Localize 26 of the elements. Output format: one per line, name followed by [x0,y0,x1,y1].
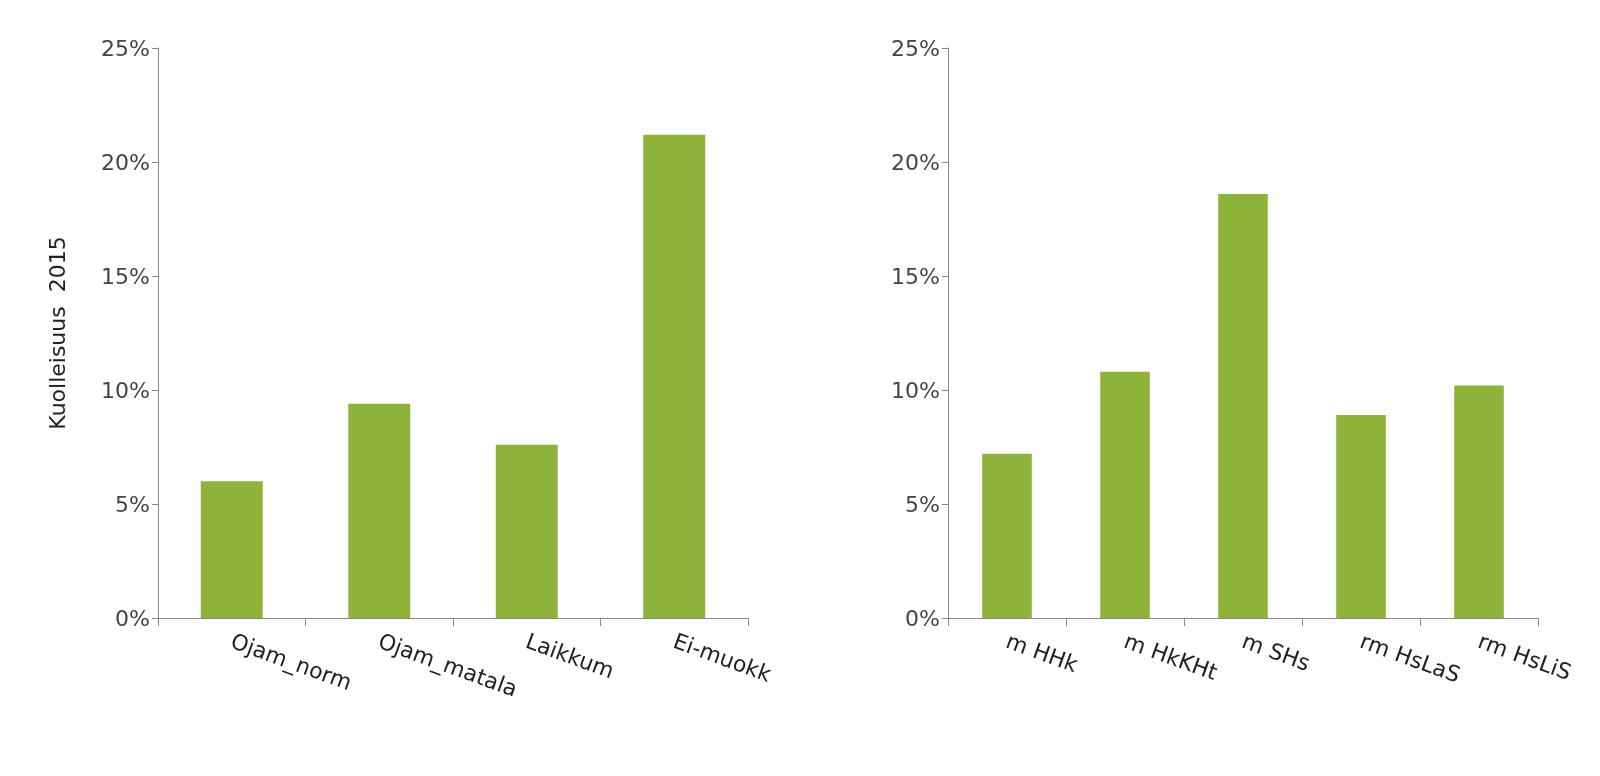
x-tick-label: rm HsLiS [1474,628,1575,686]
y-tick-label: 20% [891,149,940,175]
y-axis-title: Kuolleisuus 2015 [44,236,70,430]
y-tick-label: 10% [101,377,150,403]
bar [1454,385,1504,618]
bar [643,134,706,618]
y-tick-label: 15% [101,263,150,289]
bar [1336,415,1386,618]
x-tick-label: m HHk [1002,628,1082,678]
y-tick-label: 10% [891,377,940,403]
y-tick-label: 25% [101,35,150,61]
bar [200,481,263,618]
bar [348,403,411,618]
bar [1218,193,1268,618]
y-tick-label: 25% [891,35,940,61]
bar [1100,371,1150,618]
x-tick-label: m SHs [1238,628,1314,676]
bar [982,453,1032,618]
bar [495,444,558,618]
y-tick-label: 0% [905,605,940,631]
y-tick-label: 5% [115,491,150,517]
x-tick-label: rm HsLaS [1356,628,1464,688]
y-tick-label: 15% [891,263,940,289]
y-tick-label: 20% [101,149,150,175]
y-tick-label: 0% [115,605,150,631]
y-tick-label: 5% [905,491,940,517]
